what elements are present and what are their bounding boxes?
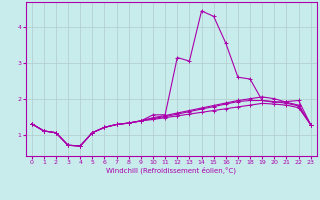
X-axis label: Windchill (Refroidissement éolien,°C): Windchill (Refroidissement éolien,°C): [106, 167, 236, 174]
